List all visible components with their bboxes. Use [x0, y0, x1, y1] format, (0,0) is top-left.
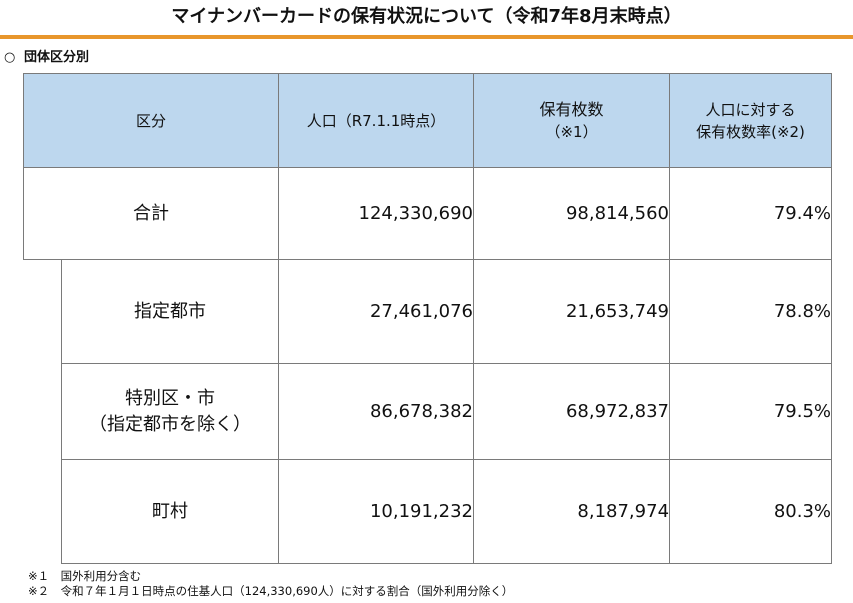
row-label: 特別区・市 （指定都市を除く）	[60, 363, 280, 460]
holders-cell: 21,653,749	[473, 259, 671, 364]
header-rate-line1: 人口に対する	[705, 100, 796, 119]
holders-cell: 98,814,560	[473, 167, 671, 260]
indent-spacer	[23, 259, 62, 564]
population-cell: 124,330,690	[278, 167, 475, 260]
header-category: 区分	[22, 73, 280, 168]
row-label: 合計	[22, 167, 280, 260]
header-holders-line1: 保有枚数	[539, 99, 604, 119]
rate-cell: 78.8%	[669, 259, 833, 364]
rate-cell: 79.4%	[669, 167, 833, 260]
footnotes: ※１ 国外利用分含む ※２ 令和７年１月１日時点の住基人口（124,330,69…	[28, 569, 513, 599]
row-label: 指定都市	[60, 259, 280, 364]
row-label-line2: （指定都市を除く）	[89, 413, 251, 435]
holders-cell: 8,187,974	[473, 459, 671, 564]
table-row-special-wards: 特別区・市 （指定都市を除く） 86,678,382 68,972,837 79…	[24, 363, 833, 460]
footnote-1: ※１ 国外利用分含む	[28, 569, 142, 583]
footnote-2: ※２ 令和７年１月１日時点の住基人口（124,330,690人）に対する割合（国…	[28, 584, 514, 598]
page-title: マイナンバーカードの保有状況について（令和7年8月末時点）	[171, 6, 682, 27]
header-holders: 保有枚数 （※1）	[473, 73, 671, 168]
title-divider	[0, 35, 853, 39]
header-holders-line2: （※1）	[545, 122, 598, 141]
section-heading: ○ 団体区分別	[4, 49, 89, 67]
header-rate: 人口に対する 保有枚数率(※2)	[669, 73, 833, 168]
table-row-total: 合計 124,330,690 98,814,560 79.4%	[22, 167, 833, 260]
population-cell: 86,678,382	[278, 363, 475, 460]
row-label-line1: 特別区・市	[125, 387, 215, 409]
circle-bullet-icon: ○	[4, 50, 16, 65]
header-rate-line2: 保有枚数率(※2)	[696, 122, 805, 141]
table-row-towns-villages: 町村 10,191,232 8,187,974 80.3%	[24, 459, 833, 564]
row-label: 町村	[60, 459, 280, 564]
population-cell: 27,461,076	[278, 259, 475, 364]
card-holding-table: 区分 人口（R7.1.1時点） 保有枚数 （※1） 人口に対する 保有枚数率(※…	[22, 73, 833, 564]
rate-cell: 79.5%	[669, 363, 833, 460]
population-cell: 10,191,232	[278, 459, 475, 564]
section-label: 団体区分別	[24, 50, 90, 65]
table-row-designated-cities: 指定都市 27,461,076 21,653,749 78.8%	[23, 259, 833, 564]
rate-cell: 80.3%	[669, 459, 833, 564]
holders-cell: 68,972,837	[473, 363, 671, 460]
table-header-row: 区分 人口（R7.1.1時点） 保有枚数 （※1） 人口に対する 保有枚数率(※…	[22, 73, 833, 168]
header-population: 人口（R7.1.1時点）	[278, 73, 475, 168]
